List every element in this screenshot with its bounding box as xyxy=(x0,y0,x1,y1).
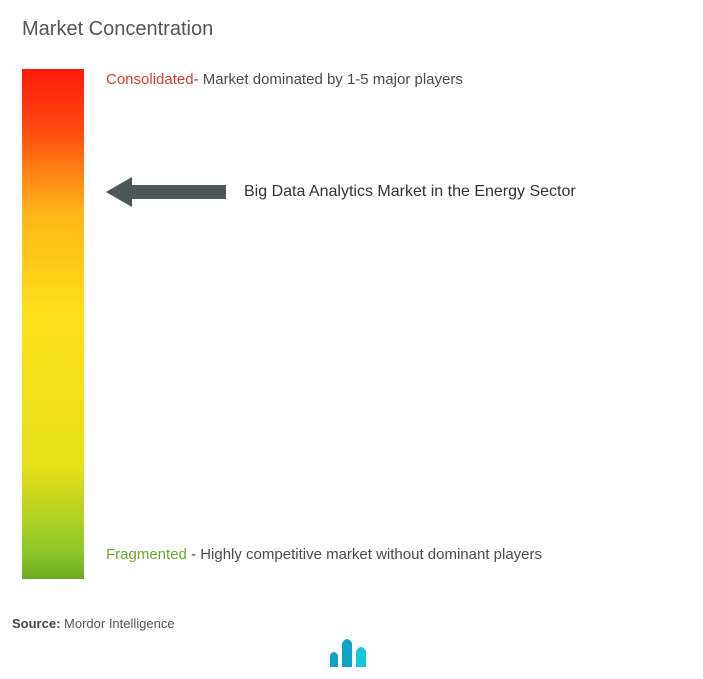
fragmented-key: Fragmented xyxy=(106,546,187,563)
fragmented-desc: - Highly competitive market without domi… xyxy=(187,546,542,563)
concentration-chart: Consolidated- Market dominated by 1-5 ma… xyxy=(22,69,681,579)
consolidated-desc: - Market dominated by 1-5 major players xyxy=(194,71,463,88)
page-title: Market Concentration xyxy=(22,18,681,41)
market-indicator: Big Data Analytics Market in the Energy … xyxy=(106,177,576,207)
market-name: Big Data Analytics Market in the Energy … xyxy=(244,183,576,201)
consolidated-label: Consolidated- Market dominated by 1-5 ma… xyxy=(106,69,463,92)
fragmented-label: Fragmented - Highly competitive market w… xyxy=(106,541,661,570)
arrow-left-icon xyxy=(106,177,226,207)
consolidated-key: Consolidated xyxy=(106,71,194,88)
mordor-logo xyxy=(330,637,374,667)
labels-column: Consolidated- Market dominated by 1-5 ma… xyxy=(106,69,681,579)
source-value: Mordor Intelligence xyxy=(64,616,175,631)
source-attribution: Source: Mordor Intelligence xyxy=(12,616,175,631)
source-label: Source: xyxy=(12,616,60,631)
gradient-scale xyxy=(22,69,84,579)
